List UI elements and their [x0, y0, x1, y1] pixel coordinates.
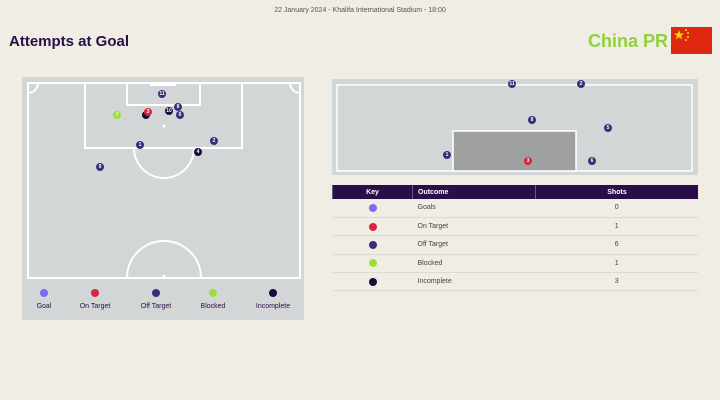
outcome-cell: Goals: [412, 199, 536, 218]
shot-marker[interactable]: 11: [508, 80, 516, 88]
legend: Goal On Target Off Target Blocked Incomplete: [22, 288, 304, 318]
legend-item: Blocked: [183, 288, 243, 310]
shots-cell: 0: [535, 199, 698, 218]
shot-marker[interactable]: 6: [588, 157, 596, 165]
legend-label: Off Target: [140, 303, 172, 310]
team-name: China PR: [587, 31, 668, 51]
shot-marker[interactable]: 2: [577, 80, 585, 88]
legend-dot-icon: [209, 289, 217, 297]
goal-frame: [336, 84, 693, 172]
outcome-cell: Blocked: [412, 254, 536, 274]
legend-label: Goal: [36, 303, 52, 310]
shot-marker[interactable]: 8: [528, 116, 536, 124]
key-dot-icon: [368, 240, 377, 249]
pitch-panel: 11 3 10 8 6 7 1 2 4 9: [22, 77, 304, 320]
pitch-map: [27, 82, 301, 279]
key-cell: [332, 217, 413, 237]
legend-item: Goal: [14, 288, 74, 310]
key-dot-icon: [368, 203, 377, 212]
outcome-cell: Off Target: [412, 235, 536, 255]
col-shots: Shots: [535, 185, 698, 199]
table-row: On Target 1: [332, 217, 698, 237]
key-cell: [332, 235, 413, 255]
outcome-cell: On Target: [412, 217, 536, 237]
china-flag-icon: [671, 27, 712, 54]
goal-view-panel: 11 2 8 5 1 3 6: [332, 79, 698, 175]
shot-marker[interactable]: 11: [158, 90, 166, 98]
legend-label: On Target: [79, 303, 111, 310]
shots-cell: 1: [535, 217, 698, 237]
shots-cell: 3: [535, 272, 698, 292]
legend-dot-icon: [152, 289, 160, 297]
shot-marker[interactable]: 9: [96, 163, 104, 171]
shot-marker[interactable]: 4: [194, 148, 202, 156]
shot-marker[interactable]: 10: [165, 107, 173, 115]
key-cell: [332, 272, 413, 292]
col-outcome: Outcome: [412, 185, 536, 199]
shot-marker[interactable]: 2: [210, 137, 218, 145]
legend-dot-icon: [91, 289, 99, 297]
page-title: Attempts at Goal: [9, 33, 130, 50]
shot-marker[interactable]: 3: [524, 157, 532, 165]
key-dot-icon: [368, 277, 377, 286]
key-cell: [332, 199, 413, 218]
table-row: Goals 0: [332, 199, 698, 218]
key-cell: [332, 254, 413, 274]
shot-marker[interactable]: 1: [443, 151, 451, 159]
legend-label: Incomplete: [255, 303, 291, 310]
shot-marker[interactable]: 6: [176, 111, 184, 119]
key-dot-icon: [368, 222, 377, 231]
legend-item: On Target: [65, 288, 125, 310]
key-dot-icon: [368, 259, 377, 268]
outcome-cell: Incomplete: [412, 272, 536, 292]
shot-marker[interactable]: 5: [604, 124, 612, 132]
match-info: 22 January 2024 - Khalifa International …: [274, 7, 446, 14]
col-key: Key: [332, 185, 413, 199]
shot-marker[interactable]: 3: [144, 108, 152, 116]
table-row: Off Target 6: [332, 235, 698, 255]
shots-cell: 1: [535, 254, 698, 274]
legend-dot-icon: [40, 289, 48, 297]
table-row: Blocked 1: [332, 254, 698, 274]
legend-dot-icon: [269, 289, 277, 297]
legend-item: Incomplete: [243, 288, 303, 310]
shot-marker[interactable]: 8: [174, 103, 182, 111]
legend-label: Blocked: [200, 303, 226, 310]
outcome-table: Key Outcome Shots Goals 0 On Target 1 Off Ta…: [332, 185, 698, 292]
legend-item: Off Target: [126, 288, 186, 310]
shots-cell: 6: [535, 235, 698, 255]
shot-marker[interactable]: 1: [136, 141, 144, 149]
table-row: Incomplete 3: [332, 272, 698, 292]
shot-marker[interactable]: 7: [113, 111, 121, 119]
